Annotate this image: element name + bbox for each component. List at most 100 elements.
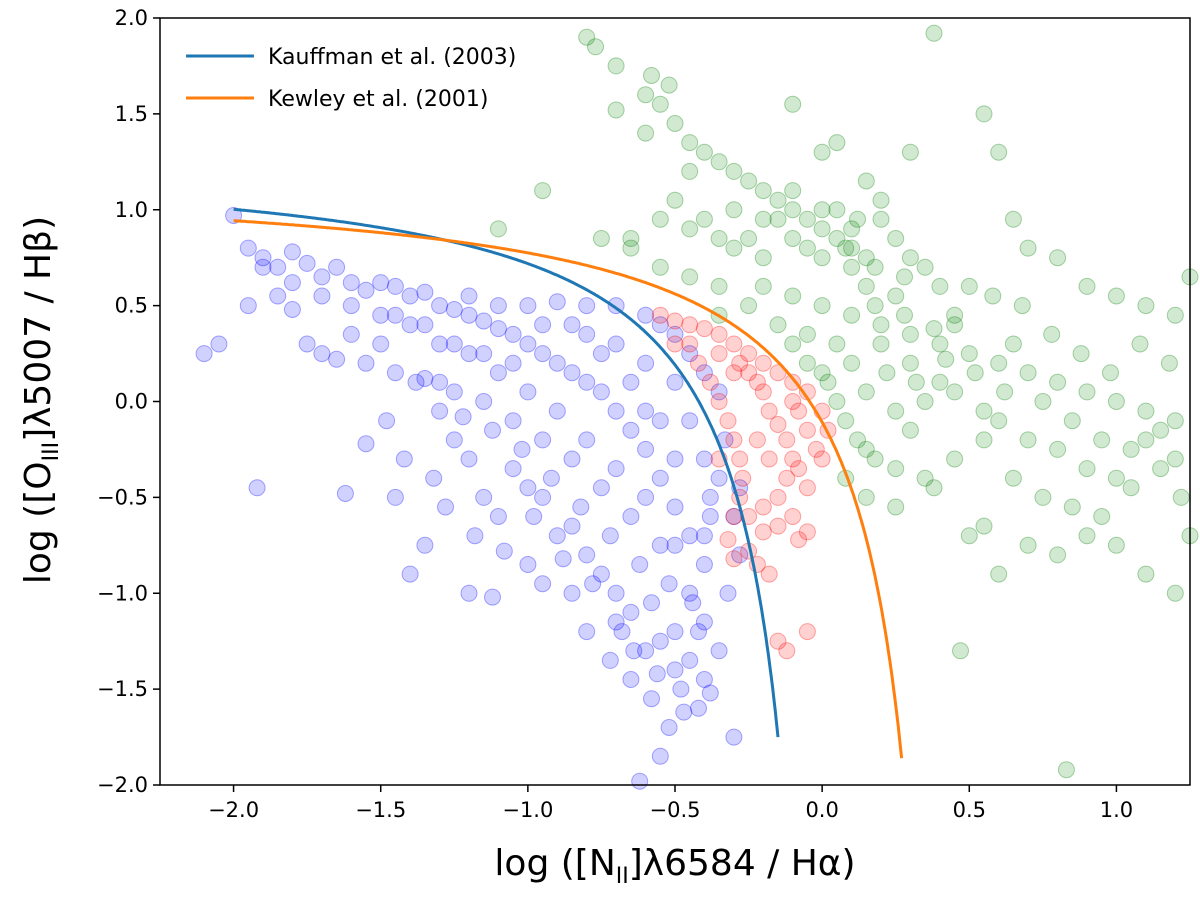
AGN-point-91 [916, 393, 934, 410]
composite-point-4 [710, 325, 728, 343]
star-forming-point-164 [357, 435, 375, 453]
composite-point-37 [798, 421, 816, 439]
star-forming-point-31 [681, 527, 699, 545]
star-forming-point-28 [637, 440, 655, 458]
AGN-point-53 [872, 316, 890, 334]
star-forming-point-3 [269, 258, 287, 276]
star-forming-point-104 [445, 383, 463, 401]
star-forming-point-127 [534, 316, 552, 334]
star-forming-point-53 [489, 508, 507, 525]
star-forming-point-4 [283, 243, 301, 261]
AGN-point-119 [960, 527, 978, 545]
star-forming-point-134 [681, 412, 699, 430]
star-forming-point-168 [437, 498, 454, 516]
AGN-point-68 [849, 431, 866, 449]
star-forming-point-126 [563, 316, 581, 334]
AGN-point-86 [857, 277, 875, 295]
star-forming-point-103 [431, 373, 449, 391]
AGN-point-112 [984, 287, 1002, 305]
AGN-point-35 [1004, 210, 1022, 228]
legend-label-kauffman: Kauffman et al. (2003) [268, 45, 516, 70]
star-forming-point-45 [386, 364, 404, 382]
AGN-point-167 [896, 268, 913, 286]
star-forming-point-141 [386, 488, 404, 506]
star-forming-point-84 [637, 488, 655, 506]
composite-point-42 [754, 523, 772, 541]
star-forming-point-19 [504, 325, 522, 343]
star-forming-point-39 [298, 335, 316, 353]
AGN-point-67 [837, 412, 855, 430]
star-forming-point-47 [407, 373, 425, 391]
AGN-point-17 [813, 220, 831, 238]
AGN-point-36 [1019, 239, 1037, 257]
composite-point-30 [778, 469, 796, 487]
star-forming-point-106 [504, 412, 522, 430]
AGN-point-3 [643, 67, 660, 84]
star-forming-point-14 [431, 297, 449, 315]
composite-point-32 [754, 498, 772, 516]
AGN-point-16 [798, 210, 816, 228]
star-forming-point-165 [378, 412, 396, 430]
AGN-point-10 [710, 153, 728, 171]
x-axis-label: log ([NII]λ6584 / Hα) [494, 843, 855, 889]
AGN-point-143 [857, 440, 875, 458]
AGN-point-66 [828, 393, 846, 410]
AGN-point-49 [754, 277, 772, 295]
AGN-point-25 [725, 201, 743, 219]
AGN-point-1 [587, 38, 604, 56]
AGN-point-43 [489, 220, 507, 238]
composite-point-31 [769, 488, 787, 506]
AGN-point-141 [887, 402, 905, 420]
star-forming-point-135 [695, 450, 713, 468]
AGN-point-55 [931, 335, 949, 353]
star-forming-point-29 [651, 469, 669, 487]
composite-point-6 [740, 345, 758, 363]
AGN-point-5 [637, 86, 655, 104]
star-forming-point-142 [416, 536, 434, 554]
AGN-point-76 [1063, 498, 1081, 516]
AGN-point-21 [925, 24, 943, 42]
star-forming-point-33 [195, 345, 213, 363]
composite-point-52 [778, 642, 796, 660]
x-tick-label-4: 0.0 [805, 798, 838, 822]
star-forming-point-60 [592, 565, 610, 583]
AGN-point-56 [960, 345, 978, 363]
star-forming-point-1 [239, 239, 257, 257]
star-forming-point-119 [484, 421, 501, 439]
AGN-point-133 [740, 297, 758, 315]
composite-point-25 [754, 383, 772, 401]
star-forming-point-105 [475, 393, 493, 410]
star-forming-point-73 [313, 287, 331, 305]
AGN-point-169 [896, 306, 913, 324]
AGN-point-41 [1166, 306, 1184, 324]
star-forming-point-50 [445, 431, 463, 449]
star-forming-point-177 [666, 623, 684, 641]
star-forming-point-133 [666, 373, 684, 391]
AGN-point-155 [946, 316, 964, 334]
AGN-point-39 [1107, 287, 1125, 305]
AGN-point-83 [784, 230, 802, 247]
star-forming-point-147 [563, 584, 581, 602]
AGN-point-62 [1137, 402, 1155, 420]
star-forming-point-117 [542, 469, 560, 487]
AGN-point-0 [578, 28, 596, 46]
composite-point-15 [701, 373, 719, 391]
star-forming-point-140 [637, 402, 655, 420]
star-forming-point-48 [416, 370, 434, 387]
y-axis-label: log ([OIII]λ5007 / Hβ) [18, 216, 64, 584]
AGN-point-140 [857, 383, 875, 401]
star-forming-point-18 [489, 320, 507, 338]
star-forming-point-158 [651, 747, 669, 765]
composite-point-23 [719, 531, 737, 549]
AGN-point-157 [1034, 393, 1052, 410]
AGN-point-37 [1049, 249, 1067, 267]
star-forming-point-160 [731, 546, 749, 564]
AGN-point-8 [681, 134, 699, 152]
x-tick-label-3: −0.5 [650, 798, 701, 822]
AGN-point-170 [925, 320, 943, 338]
star-forming-point-95 [651, 316, 669, 334]
AGN-point-147 [925, 479, 943, 497]
AGN-point-118 [1160, 354, 1178, 372]
AGN-point-58 [1019, 364, 1037, 382]
composite-point-59 [813, 450, 831, 468]
